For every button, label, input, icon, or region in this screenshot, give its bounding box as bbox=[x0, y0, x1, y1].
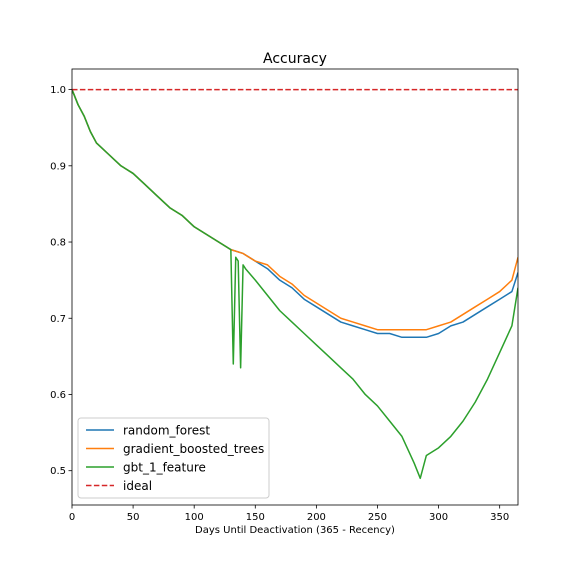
x-tick-label: 100 bbox=[185, 512, 204, 523]
chart-title: Accuracy bbox=[263, 51, 327, 67]
y-tick-label: 0.7 bbox=[50, 314, 66, 325]
y-tick-label: 0.9 bbox=[50, 161, 66, 172]
y-tick-label: 0.5 bbox=[50, 466, 66, 477]
series-lines bbox=[72, 88, 518, 480]
series-line-gbt-1-feature bbox=[72, 89, 518, 480]
legend-label-ideal: ideal bbox=[123, 479, 152, 493]
x-tick-label: 50 bbox=[127, 512, 140, 523]
legend-label-random-forest: random_forest bbox=[123, 423, 210, 437]
x-tick-label: 150 bbox=[246, 512, 265, 523]
legend-box bbox=[77, 417, 270, 499]
x-axis-ticks: 0 50 100 150 200 250 300 350 bbox=[69, 505, 509, 523]
legend: random_forest gradient_boosted_trees gbt_1… bbox=[77, 417, 270, 499]
x-tick-label: 300 bbox=[429, 512, 448, 523]
y-tick-label: 0.6 bbox=[50, 390, 66, 401]
x-tick-label: 200 bbox=[307, 512, 326, 523]
y-tick-label: 1.0 bbox=[50, 85, 66, 96]
legend-label-gradient-boosted-trees: gradient_boosted_trees bbox=[123, 442, 264, 456]
x-tick-label: 350 bbox=[490, 512, 509, 523]
plot-frame bbox=[71, 68, 519, 506]
x-tick-label: 250 bbox=[368, 512, 387, 523]
y-tick-label: 0.8 bbox=[50, 238, 66, 249]
legend-label-gbt-1-feature: gbt_1_feature bbox=[123, 460, 206, 474]
x-axis-label: Days Until Deactivation (365 - Recency) bbox=[195, 525, 395, 536]
y-axis-ticks: 0.5 0.6 0.7 0.8 0.9 1.0 bbox=[50, 85, 72, 477]
x-tick-label: 0 bbox=[69, 512, 75, 523]
